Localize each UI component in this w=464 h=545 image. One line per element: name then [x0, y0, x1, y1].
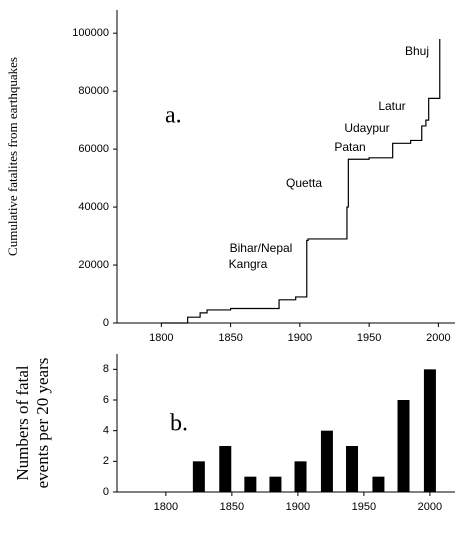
y-tick-label: 100000: [72, 27, 109, 39]
panel-label: a.: [165, 103, 182, 129]
y-tick-label: 40000: [78, 201, 109, 213]
y-tick-label: 2: [103, 455, 109, 467]
y-axis-label: Numbers of fatal: [13, 365, 32, 480]
annotation: Latur: [378, 99, 405, 113]
y-tick-label: 8: [103, 363, 109, 375]
x-tick-label: 1850: [220, 501, 244, 513]
x-tick-label: 1900: [286, 501, 310, 513]
y-tick-label: 0: [103, 486, 109, 498]
bar: [320, 430, 333, 492]
x-tick-label: 1800: [154, 501, 178, 513]
bar: [244, 476, 257, 492]
bar: [397, 400, 410, 492]
bar: [192, 461, 205, 492]
annotation: Patan: [334, 140, 365, 154]
y-axis-label: Cumulative fatalites from earthquakes: [5, 57, 20, 256]
panel-label: b.: [170, 411, 188, 437]
y-tick-label: 80000: [78, 85, 109, 97]
x-tick-label: 1950: [352, 501, 376, 513]
annotation: Udaypur: [344, 121, 389, 135]
y-axis-label: events per 20 years: [33, 358, 52, 489]
x-tick-label: 1900: [288, 332, 312, 344]
y-tick-label: 0: [103, 317, 109, 329]
x-tick-label: 2000: [418, 501, 442, 513]
bar: [294, 461, 307, 492]
y-tick-label: 60000: [78, 143, 109, 155]
x-tick-label: 1950: [357, 332, 381, 344]
x-tick-label: 1850: [218, 332, 242, 344]
y-tick-label: 6: [103, 394, 109, 406]
annotation: Bihar/Nepal: [230, 241, 293, 255]
step-line: [161, 38, 441, 324]
x-tick-label: 2000: [426, 332, 450, 344]
bar: [372, 476, 385, 492]
annotation: Bhuj: [405, 44, 429, 58]
annotation: Kangra: [229, 257, 268, 271]
bar: [269, 476, 282, 492]
y-tick-label: 20000: [78, 259, 109, 271]
y-tick-label: 4: [103, 425, 109, 437]
bar: [423, 369, 436, 492]
annotation: Quetta: [286, 176, 322, 190]
bar: [219, 446, 232, 492]
bar: [346, 446, 359, 492]
x-tick-label: 1800: [149, 332, 173, 344]
